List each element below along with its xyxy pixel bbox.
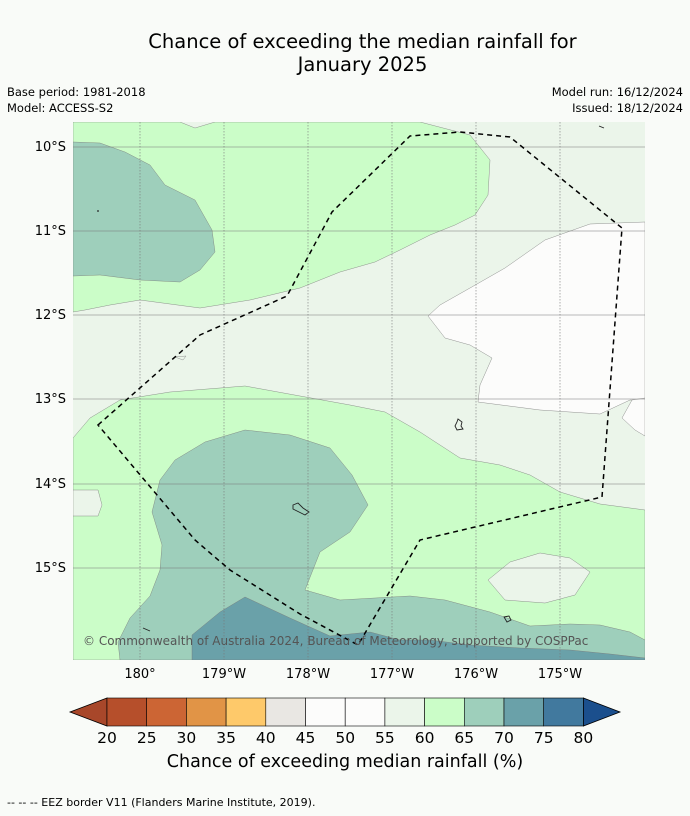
lat-label: 10°S bbox=[35, 140, 66, 155]
colorbar: 20 25 30 35 40 45 50 55 60 65 70 75 80 bbox=[68, 697, 622, 747]
colorbar-tick-label: 65 bbox=[454, 729, 474, 747]
colorbar-tick-label: 40 bbox=[256, 729, 276, 747]
base-period: Base period: 1981-2018 bbox=[7, 85, 146, 99]
lon-label: 178°W bbox=[286, 667, 330, 682]
colorbar-segment bbox=[106, 697, 148, 727]
lon-label: 177°W bbox=[370, 667, 414, 682]
map-title: Chance of exceeding the median rainfall … bbox=[0, 30, 690, 76]
colorbar-segment bbox=[384, 697, 425, 727]
colorbar-extend-low bbox=[68, 697, 108, 727]
title-line-1: Chance of exceeding the median rainfall … bbox=[148, 30, 577, 53]
island-coastline bbox=[292, 502, 310, 516]
colorbar-tick-label: 30 bbox=[177, 729, 197, 747]
lat-label: 11°S bbox=[35, 224, 66, 239]
colorbar-segment bbox=[146, 697, 187, 727]
map-figure: © Commonwealth of Australia 2024, Bureau… bbox=[35, 122, 645, 747]
copyright-notice: © Commonwealth of Australia 2024, Bureau… bbox=[83, 634, 588, 648]
colorbar-tick-label: 70 bbox=[494, 729, 514, 747]
colorbar-tick-label: 20 bbox=[97, 729, 117, 747]
region-50-55-edge bbox=[621, 397, 645, 437]
colorbar-segment bbox=[543, 697, 584, 727]
colorbar-tick-label: 25 bbox=[137, 729, 157, 747]
rainfall-map-area: © Commonwealth of Australia 2024, Bureau… bbox=[73, 122, 645, 660]
colorbar-extend-high bbox=[583, 697, 622, 727]
meta-right: Model run: 16/12/2024 Issued: 18/12/2024 bbox=[552, 84, 683, 116]
colorbar-segment bbox=[344, 697, 386, 727]
eez-legend-note: -- -- -- EEZ border V11 (Flanders Marine… bbox=[7, 796, 316, 809]
issued-date: Issued: 18/12/2024 bbox=[572, 101, 683, 115]
colorbar-segment bbox=[186, 697, 227, 727]
lon-label: 179°W bbox=[202, 667, 246, 682]
lon-label: 180° bbox=[124, 667, 155, 682]
colorbar-tick-label: 80 bbox=[574, 729, 594, 747]
model-run: Model run: 16/12/2024 bbox=[551, 85, 683, 99]
colorbar-tick-label: 45 bbox=[296, 729, 316, 747]
island-dot bbox=[97, 210, 99, 212]
colorbar-segment bbox=[424, 697, 465, 727]
region-65-70-northwest bbox=[73, 141, 216, 283]
lon-label: 176°W bbox=[454, 667, 498, 682]
island-coastline bbox=[142, 627, 151, 632]
colorbar-tick-label: 60 bbox=[415, 729, 435, 747]
lat-label: 14°S bbox=[35, 477, 66, 492]
lat-label: 15°S bbox=[35, 561, 66, 576]
region-70-75-south bbox=[191, 596, 645, 660]
region-50-55-east bbox=[427, 221, 645, 415]
colorbar-tick-label: 50 bbox=[335, 729, 355, 747]
region-55-60-speck bbox=[174, 355, 187, 361]
region-55-60-patch bbox=[487, 552, 591, 604]
colorbar-segment bbox=[305, 697, 346, 727]
title-line-2: January 2025 bbox=[297, 53, 428, 76]
colorbar-segment bbox=[503, 697, 545, 727]
island-coastline bbox=[454, 418, 464, 431]
colorbar-segment bbox=[225, 697, 267, 727]
model-name: Model: ACCESS-S2 bbox=[7, 101, 114, 115]
meta-left: Base period: 1981-2018 Model: ACCESS-S2 bbox=[7, 84, 146, 116]
longitude-labels: 180° 179°W 178°W 177°W 176°W 175°W bbox=[124, 667, 582, 682]
region-55-60-west bbox=[73, 489, 103, 517]
lat-label: 12°S bbox=[35, 308, 66, 323]
island-coastline bbox=[598, 125, 605, 129]
colorbar-tick-label: 55 bbox=[375, 729, 395, 747]
lon-label: 175°W bbox=[538, 667, 582, 682]
colorbar-segment bbox=[463, 697, 505, 727]
island-coastline bbox=[503, 615, 512, 623]
colorbar-tick-label: 75 bbox=[534, 729, 554, 747]
latitude-labels: 10°S 11°S 12°S 13°S 14°S 15°S bbox=[35, 140, 66, 576]
gridlines bbox=[73, 122, 645, 660]
colorbar-segment bbox=[265, 697, 306, 727]
colorbar-tick-label: 35 bbox=[216, 729, 236, 747]
lat-label: 13°S bbox=[35, 392, 66, 407]
colorbar-label: Chance of exceeding median rainfall (%) bbox=[166, 752, 524, 772]
eez-border bbox=[96, 131, 623, 647]
